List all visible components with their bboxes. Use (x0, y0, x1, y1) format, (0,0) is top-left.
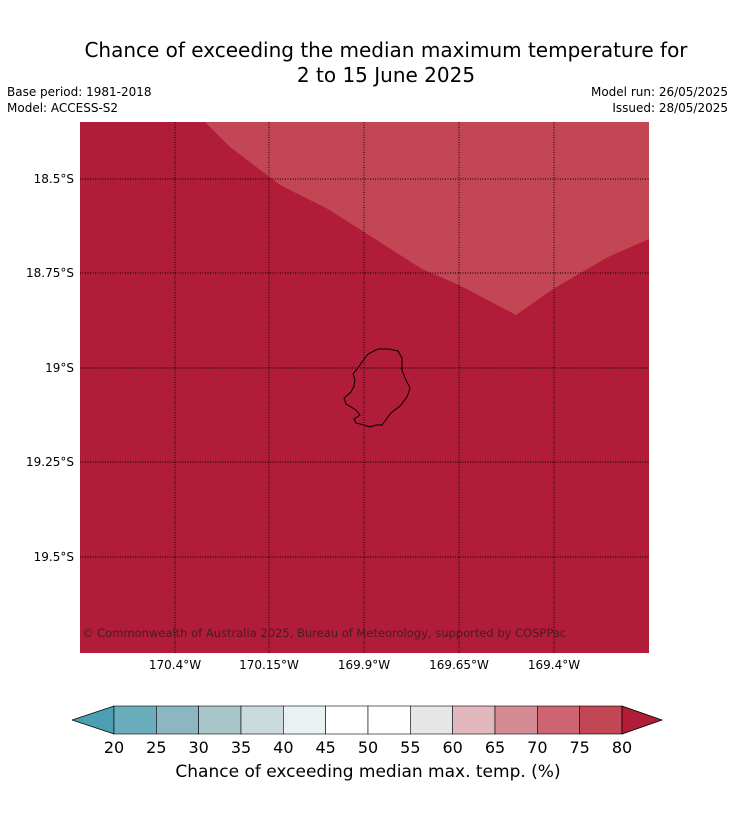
title-line-1: Chance of exceeding the median maximum t… (84, 38, 688, 62)
colorbar-swatch-50-55 (367, 705, 411, 735)
colorbar-tick-30: 30 (188, 738, 209, 757)
info-right: Model run: 26/05/2025 Issued: 28/05/2025 (591, 84, 728, 116)
graticule (80, 122, 649, 653)
issued-date: Issued: 28/05/2025 (612, 101, 728, 115)
colorbar-tick-80: 80 (611, 738, 633, 757)
map-title: Chance of exceeding the median maximum t… (0, 38, 736, 88)
info-left: Base period: 1981-2018 Model: ACCESS-S2 (7, 84, 152, 116)
forecast-map: © Commonwealth of Australia 2025, Bureau… (80, 122, 649, 653)
lat-label-18-5: 18.5°S (33, 172, 74, 186)
colorbar-swatch-45-50 (325, 705, 369, 735)
colorbar-tick-35: 35 (230, 738, 252, 757)
niue-coastline (343, 348, 411, 428)
colorbar-tick-70: 70 (527, 738, 548, 757)
colorbar-extend-low (72, 705, 115, 735)
lat-label-19-25: 19.25°S (26, 455, 74, 469)
colorbar-swatch-30-35 (198, 705, 242, 735)
lat-label-19-5: 19.5°S (33, 550, 74, 564)
colorbar-swatch-25-30 (156, 705, 199, 735)
lon-label-169-9: 169.9°W (337, 658, 391, 672)
title-line-2: 2 to 15 June 2025 (296, 63, 476, 87)
model-run: Model run: 26/05/2025 (590, 85, 728, 99)
colorbar-tick-65: 65 (484, 738, 506, 757)
lon-label-169-4: 169.4°W (527, 658, 581, 672)
colorbar-swatch-40-45 (283, 705, 326, 735)
colorbar-swatch-60-65 (452, 705, 496, 735)
lat-label-19: 19°S (45, 361, 74, 375)
colorbar-swatch-35-40 (240, 705, 284, 735)
colorbar-tick-40: 40 (273, 738, 294, 757)
lon-label-169-65: 169.65°W (429, 658, 489, 672)
copyright-notice: © Commonwealth of Australia 2025, Bureau… (82, 626, 566, 640)
colorbar-tick-60: 60 (442, 738, 463, 757)
colorbar-tick-45: 45 (315, 738, 336, 757)
colorbar-swatch-20-25 (113, 705, 157, 735)
colorbar-swatch-75-80 (579, 705, 623, 735)
model-name: Model: ACCESS-S2 (7, 101, 119, 115)
colorbar-tick-75: 75 (569, 738, 590, 757)
colorbar-tick-20: 20 (103, 738, 125, 757)
lon-label-170-4: 170.4°W (148, 658, 202, 672)
lat-label-18-75: 18.75°S (26, 266, 74, 280)
base-period: Base period: 1981-2018 (7, 85, 152, 99)
colorbar-tick-50: 50 (357, 738, 379, 757)
colorbar-swatch-70-75 (537, 705, 580, 735)
colorbar (72, 705, 664, 735)
colorbar-label: Chance of exceeding median max. temp. (%… (175, 762, 561, 782)
colorbar-tick-55: 55 (400, 738, 421, 757)
region-75-80 (205, 122, 649, 315)
colorbar-tick-25: 25 (146, 738, 167, 757)
lon-label-170-15: 170.15°W (239, 658, 299, 672)
colorbar-extend-high (621, 705, 664, 735)
colorbar-swatch-65-70 (494, 705, 538, 735)
colorbar-swatch-55-60 (410, 705, 453, 735)
